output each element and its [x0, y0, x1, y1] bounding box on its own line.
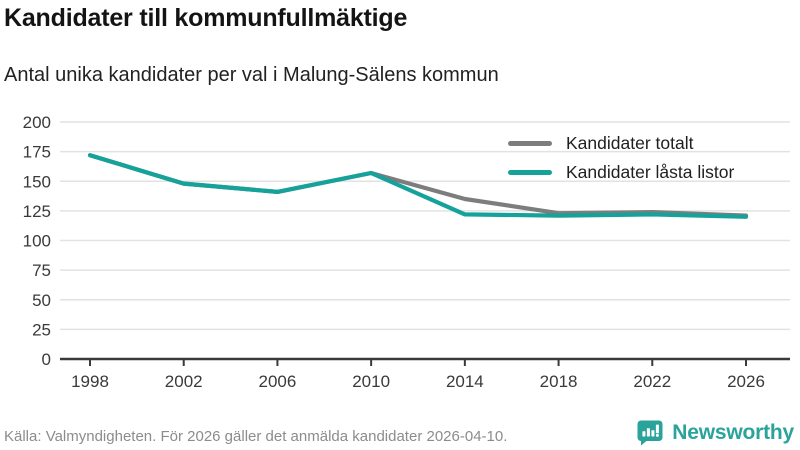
svg-text:125: 125	[23, 202, 51, 221]
legend-swatch-teal-line	[508, 170, 552, 175]
svg-text:0: 0	[42, 350, 51, 369]
svg-text:25: 25	[32, 320, 51, 339]
brand-wordmark: Newsworthy	[672, 421, 794, 444]
newsworthy-logo: Newsworthy	[636, 419, 794, 447]
svg-text:2010: 2010	[352, 372, 390, 391]
chart-legend: Kandidater totalt Kandidater låsta listo…	[508, 131, 734, 185]
page-title: Kandidater till kommunfullmäktige	[4, 4, 408, 32]
svg-text:75: 75	[32, 261, 51, 280]
legend-swatch-gray-line	[508, 141, 552, 146]
svg-text:200: 200	[23, 113, 51, 132]
svg-text:2014: 2014	[446, 372, 484, 391]
legend-item-lasta-listor: Kandidater låsta listor	[508, 160, 734, 185]
svg-text:2002: 2002	[165, 372, 203, 391]
legend-item-totalt: Kandidater totalt	[508, 131, 734, 156]
svg-text:100: 100	[23, 232, 51, 251]
svg-text:2026: 2026	[727, 372, 765, 391]
source-note: Källa: Valmyndigheten. För 2026 gäller d…	[4, 428, 508, 445]
svg-text:2022: 2022	[633, 372, 671, 391]
bar-chart-speech-bubble-icon	[637, 420, 663, 446]
legend-label: Kandidater totalt	[566, 133, 694, 153]
svg-text:2018: 2018	[540, 372, 578, 391]
svg-text:175: 175	[23, 143, 51, 162]
svg-text:150: 150	[23, 172, 51, 191]
svg-text:50: 50	[32, 291, 51, 310]
svg-text:2006: 2006	[259, 372, 297, 391]
legend-label: Kandidater låsta listor	[566, 162, 735, 182]
chart-subtitle: Antal unika kandidater per val i Malung-…	[4, 64, 499, 86]
svg-text:1998: 1998	[71, 372, 109, 391]
